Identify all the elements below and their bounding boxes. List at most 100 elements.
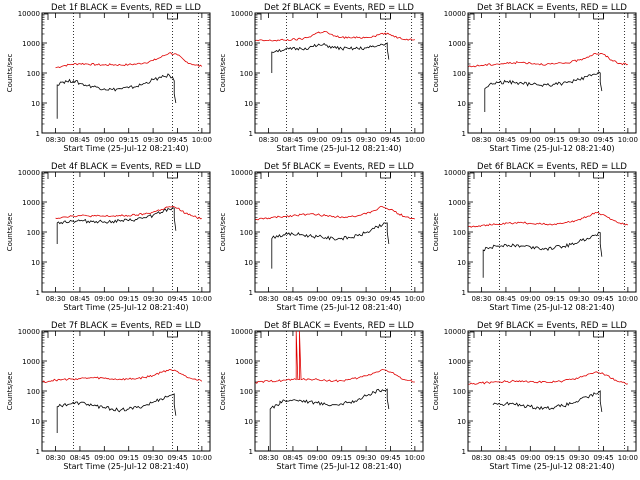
x-tick-label: 09:00 — [520, 295, 540, 303]
plot-frame — [467, 330, 637, 452]
x-tick-label: 09:30 — [569, 454, 589, 462]
x-axis-label: Start Time (25-Jul-12 08:21:40) — [489, 303, 614, 312]
y-axis-label: Counts/sec — [219, 213, 227, 252]
y-tick-label: 100 — [453, 70, 466, 78]
y-tick-label: 10000 — [231, 328, 253, 336]
x-tick-label: 09:00 — [94, 136, 114, 144]
y-tick-label: 100 — [240, 70, 253, 78]
plot-frame — [41, 171, 211, 293]
series-line-events — [271, 222, 390, 269]
series-line-lld — [55, 52, 203, 69]
y-axis-label: Counts/sec — [219, 372, 227, 411]
x-tick-label: 08:30 — [471, 454, 491, 462]
series-line-events — [492, 390, 603, 413]
x-tick-label: 09:15 — [332, 454, 352, 462]
start-marker — [257, 172, 262, 179]
x-tick-label: 09:00 — [520, 454, 540, 462]
flare-marker — [380, 172, 392, 179]
y-tick-label: 10 — [31, 259, 40, 267]
plot-frame — [467, 171, 637, 293]
x-axis-label: Start Time (25-Jul-12 08:21:40) — [489, 462, 614, 471]
y-tick-label: 10 — [244, 259, 253, 267]
y-tick-label: 1 — [249, 289, 253, 297]
series-line-lld — [468, 52, 628, 68]
start-marker — [470, 13, 475, 20]
series-line-events — [56, 393, 177, 433]
x-tick-label: 10:00 — [405, 454, 425, 462]
y-axis-label: Counts/sec — [219, 54, 227, 93]
chart-panel-4: Det 4f BLACK = Events, RED = LLD 1 10 100 10… — [6, 162, 212, 312]
x-tick-label: 08:30 — [258, 136, 278, 144]
series-line-events — [56, 207, 177, 244]
chart-title: Det 2f BLACK = Events, RED = LLD — [264, 3, 414, 13]
chart-panel-2: Det 2f BLACK = Events, RED = LLD 1 10 100 10… — [219, 3, 425, 153]
x-tick-label: 09:15 — [332, 136, 352, 144]
y-tick-label: 10 — [457, 259, 466, 267]
x-tick-label: 08:45 — [283, 136, 303, 144]
flare-marker — [380, 13, 392, 20]
x-tick-label: 09:00 — [307, 454, 327, 462]
series-line-events — [484, 71, 603, 113]
y-axis-label: Counts/sec — [432, 372, 440, 411]
x-tick-label: 09:30 — [356, 454, 376, 462]
series-line-lld — [55, 206, 202, 220]
x-tick-label: 09:30 — [356, 136, 376, 144]
x-tick-label: 10:00 — [405, 136, 425, 144]
chart-panel-8: Det 8f BLACK = Events, RED = LLD 1 10 100 10… — [219, 321, 425, 471]
y-tick-label: 1 — [462, 448, 466, 456]
x-tick-label: 08:45 — [70, 454, 90, 462]
chart-panel-7: Det 7f BLACK = Events, RED = LLD 1 10 100 10… — [6, 321, 212, 471]
chart-panel-1: Det 1f BLACK = Events, RED = LLD 1 10 100 10… — [6, 3, 212, 153]
x-axis-label: Start Time (25-Jul-12 08:21:40) — [276, 462, 401, 471]
x-tick-label: 09:00 — [520, 136, 540, 144]
chart-panel-6: Det 6f BLACK = Events, RED = LLD 1 10 100 10… — [432, 162, 638, 312]
plot-frame — [41, 12, 211, 134]
x-tick-label: 10:00 — [618, 136, 638, 144]
x-tick-label: 10:00 — [618, 454, 638, 462]
y-tick-label: 100 — [240, 229, 253, 237]
chart-title: Det 7f BLACK = Events, RED = LLD — [51, 321, 201, 331]
plot-frame — [254, 171, 424, 293]
chart-title: Det 4f BLACK = Events, RED = LLD — [51, 162, 201, 172]
chart-title: Det 1f BLACK = Events, RED = LLD — [51, 3, 201, 13]
plot-frame — [254, 12, 424, 134]
y-tick-label: 100 — [240, 388, 253, 396]
x-tick-label: 09:15 — [119, 454, 139, 462]
flare-marker — [167, 13, 179, 20]
x-tick-label: 08:30 — [45, 136, 65, 144]
flare-marker — [167, 172, 179, 179]
x-tick-label: 09:15 — [119, 136, 139, 144]
y-tick-label: 1000 — [448, 358, 466, 366]
y-tick-label: 10 — [31, 100, 40, 108]
y-tick-label: 100 — [453, 388, 466, 396]
x-tick-label: 08:30 — [258, 454, 278, 462]
y-axis-label: Counts/sec — [6, 372, 14, 411]
x-tick-label: 08:45 — [496, 295, 516, 303]
y-tick-label: 1 — [462, 289, 466, 297]
series-line-events — [269, 388, 390, 451]
x-tick-label: 09:45 — [167, 454, 187, 462]
x-axis-label: Start Time (25-Jul-12 08:21:40) — [63, 303, 188, 312]
y-tick-label: 1000 — [448, 40, 466, 48]
series-line-lld — [42, 369, 203, 384]
start-marker — [44, 13, 49, 20]
y-tick-label: 10000 — [18, 328, 40, 336]
plot-frame — [41, 330, 211, 452]
x-tick-label: 09:00 — [94, 454, 114, 462]
y-tick-label: 1 — [249, 130, 253, 138]
y-tick-label: 10 — [244, 418, 253, 426]
series-line-lld — [468, 211, 629, 228]
x-tick-label: 09:30 — [356, 295, 376, 303]
series-line-events — [482, 231, 603, 278]
series-line-events — [56, 73, 177, 119]
y-tick-label: 10000 — [231, 10, 253, 18]
x-tick-label: 10:00 — [192, 295, 212, 303]
series-line-lld — [255, 330, 415, 384]
y-axis-label: Counts/sec — [432, 213, 440, 252]
y-tick-label: 10000 — [444, 10, 466, 18]
x-tick-label: 09:30 — [143, 136, 163, 144]
x-tick-label: 10:00 — [618, 295, 638, 303]
y-tick-label: 1000 — [22, 358, 40, 366]
x-axis-label: Start Time (25-Jul-12 08:21:40) — [489, 144, 614, 153]
plot-frame — [254, 330, 424, 452]
